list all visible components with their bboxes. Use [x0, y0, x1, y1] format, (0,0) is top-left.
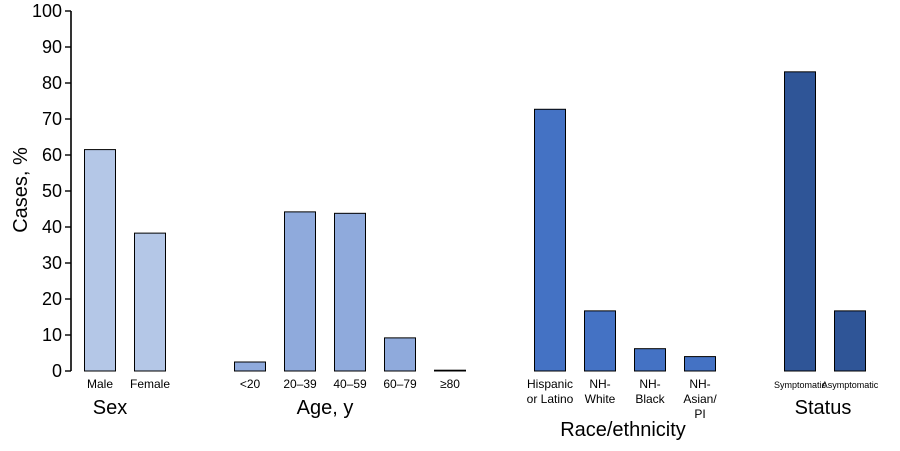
- y-tick-label: 0: [52, 361, 62, 381]
- bar: [384, 337, 416, 372]
- y-tick-label: 50: [42, 181, 62, 201]
- category-label: Asymptomatic: [822, 380, 879, 390]
- category-label: 40–59: [333, 377, 367, 391]
- bar: [784, 71, 816, 372]
- bar: [534, 108, 566, 372]
- category-label: ≥80: [440, 377, 460, 391]
- category-labels: Male Female <20 20–39 40–59 60–79 ≥80 Hispanico…: [87, 377, 879, 421]
- group-label: Status: [795, 397, 852, 419]
- category-label: PI: [694, 407, 705, 421]
- category-label: Female: [130, 377, 170, 391]
- y-axis-label: Cases, %: [10, 147, 32, 233]
- bar: [234, 361, 266, 372]
- category-label: Symptomatic: [774, 380, 827, 390]
- bar: [284, 211, 316, 372]
- y-tick-label: 60: [42, 145, 62, 165]
- bar: [134, 232, 166, 372]
- y-tick-label: 10: [42, 325, 62, 345]
- category-label: or Latino: [527, 392, 574, 406]
- category-label: White: [585, 392, 616, 406]
- category-label: NH-: [639, 377, 660, 391]
- bar: [84, 149, 116, 372]
- y-axis: 0 10 20 30 40 50 60 70 80 90 100: [32, 1, 72, 381]
- y-tick-label: 70: [42, 109, 62, 129]
- bar: [834, 310, 866, 372]
- bar: [434, 369, 466, 372]
- category-label: NH-: [689, 377, 710, 391]
- group-label: Sex: [93, 397, 127, 419]
- group-label: Age, y: [297, 397, 354, 419]
- bar: [334, 212, 366, 372]
- category-label: Male: [87, 377, 113, 391]
- category-label: 60–79: [383, 377, 417, 391]
- bar: [684, 356, 716, 372]
- bars: [84, 71, 866, 372]
- y-tick-label: 100: [32, 1, 62, 21]
- y-tick-label: 40: [42, 217, 62, 237]
- y-tick-label: 90: [42, 37, 62, 57]
- category-label: <20: [240, 377, 261, 391]
- category-label: Asian/: [683, 392, 717, 406]
- bar: [634, 348, 666, 372]
- category-label: Hispanic: [527, 377, 573, 391]
- y-tick-label: 30: [42, 253, 62, 273]
- category-label: NH-: [589, 377, 610, 391]
- bar: [584, 310, 616, 372]
- group-labels: Sex Age, y Race/ethnicity Status: [93, 397, 852, 441]
- y-tick-label: 80: [42, 73, 62, 93]
- y-tick-label: 20: [42, 289, 62, 309]
- group-label: Race/ethnicity: [560, 419, 686, 441]
- category-label: Black: [635, 392, 665, 406]
- category-label: 20–39: [283, 377, 317, 391]
